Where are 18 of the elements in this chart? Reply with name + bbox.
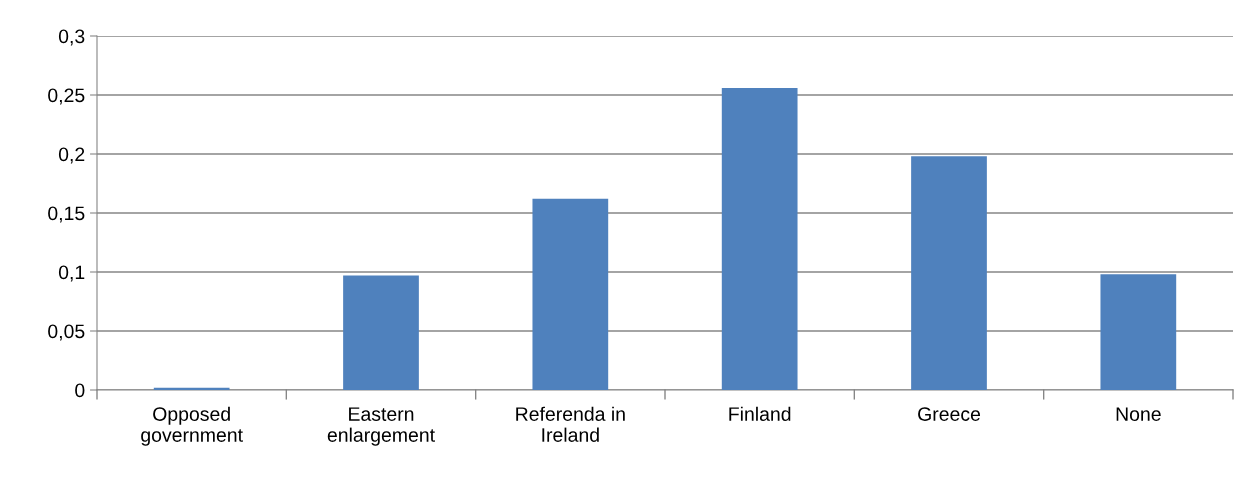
x-tick-label: Greece <box>918 407 981 421</box>
y-tick-label: 0 <box>75 383 85 398</box>
y-tick-label: 0,3 <box>58 29 85 46</box>
y-tick-label: 0,2 <box>58 147 85 164</box>
bar <box>343 275 419 390</box>
x-tick-label: Eastern enlargement <box>327 407 435 446</box>
y-tick-label: 0,1 <box>58 265 85 282</box>
x-tick-label: Referenda in Ireland <box>516 406 625 442</box>
y-tick-label: 0,05 <box>48 324 85 341</box>
y-tick-label: 0,15 <box>48 206 85 223</box>
bar <box>721 87 798 390</box>
x-tick-label: Finland <box>729 406 791 421</box>
x-tick-label: Opposed government <box>141 406 243 446</box>
bar <box>532 198 609 390</box>
bar <box>911 156 987 390</box>
bar <box>1100 274 1177 390</box>
y-tick-label: 0,25 <box>48 88 85 105</box>
x-tick-label: None <box>1116 407 1161 421</box>
